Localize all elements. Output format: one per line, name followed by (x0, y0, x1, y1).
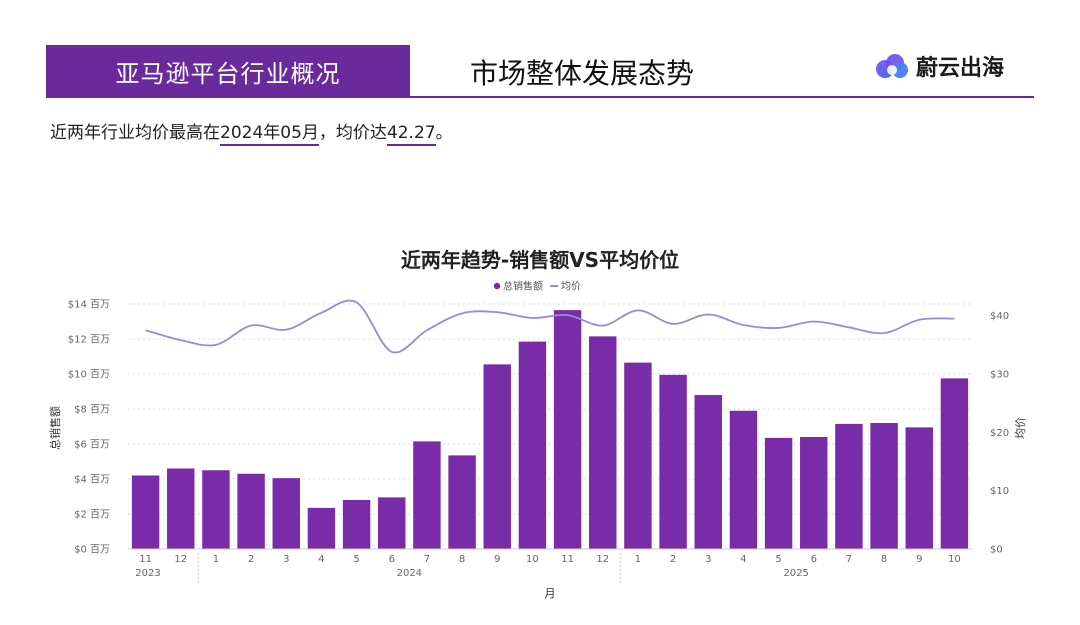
x-tick-label: 10 (948, 554, 961, 565)
x-tick-label: 12 (596, 554, 609, 565)
combo-chart: 总销售额 均价$0 百万$2 百万$4 百万$6 百万$8 百万$10 百万$12… (48, 280, 1027, 601)
x-tick-label: 2 (670, 554, 676, 565)
bar-sales (518, 341, 547, 549)
summary-prefix: 近两年行业均价最高在 (50, 123, 220, 143)
bar-sales (202, 470, 230, 549)
header-divider (46, 96, 1034, 98)
bar-sales (272, 478, 300, 549)
x-tick-label: 3 (705, 554, 711, 565)
bar-sales (940, 378, 969, 549)
summary-peak-value: 42.27 (386, 123, 436, 146)
cloud-logo-icon (876, 54, 908, 78)
bar-sales (131, 475, 160, 549)
x-tick-label: 2 (248, 554, 254, 565)
x-tick-label: 4 (740, 554, 746, 565)
bar-sales (905, 427, 933, 549)
x-tick-label: 9 (494, 554, 500, 565)
summary-mid: ，均价达 (318, 123, 387, 143)
y-right-tick-label: $20 (990, 428, 1009, 439)
x-tick-label: 9 (916, 554, 922, 565)
bar-sales (307, 507, 336, 549)
bar-sales (729, 410, 758, 549)
x-tick-label: 10 (526, 554, 539, 565)
x-tick-label: 1 (635, 554, 641, 565)
x-axis-title: 月 (545, 587, 556, 600)
x-year-label: 2025 (783, 568, 808, 579)
x-tick-label: 7 (424, 554, 430, 565)
y-right-tick-label: $10 (990, 486, 1009, 497)
bar-sales (800, 437, 828, 549)
chart-title: 近两年趋势-销售额VS平均价位 (400, 248, 680, 272)
legend-marker-sales (493, 282, 501, 290)
bar-sales (448, 455, 476, 549)
bar-sales (694, 395, 722, 549)
x-tick-label: 11 (139, 554, 152, 565)
section-title: 亚马逊平台行业概况 (46, 45, 410, 97)
page-title: 市场整体发展态势 (470, 57, 695, 90)
x-tick-label: 5 (775, 554, 781, 565)
y-left-axis-title: 总销售额 (48, 406, 62, 450)
y-left-tick-label: $4 百万 (74, 474, 110, 486)
bar-sales (870, 423, 898, 549)
line-avg-price (145, 299, 955, 354)
legend-label-price: 均价 (561, 281, 581, 293)
summary-text: 近两年行业均价最高在2024年05月，均价达42.27。 (50, 118, 453, 146)
y-right-tick-label: $0 (990, 545, 1003, 556)
y-left-tick-label: $0 百万 (74, 544, 110, 556)
y-left-tick-label: $14 百万 (68, 299, 110, 311)
y-right-axis-title: 均价 (1014, 417, 1027, 439)
y-left-tick-label: $8 百万 (74, 404, 110, 416)
legend-label-sales: 总销售额 (503, 280, 543, 293)
bar-sales (659, 374, 687, 549)
logo-text: 蔚云出海 (916, 56, 1005, 81)
x-tick-label: 4 (318, 554, 324, 565)
x-year-label: 2023 (135, 568, 160, 579)
bar-sales (342, 500, 371, 549)
bar-sales (764, 437, 793, 549)
summary-peak-month: 2024年05月 (220, 123, 319, 146)
x-tick-label: 6 (811, 554, 817, 565)
x-tick-label: 5 (353, 554, 359, 565)
x-year-label: 2024 (397, 568, 422, 579)
bar-sales (167, 468, 195, 549)
y-left-tick-label: $6 百万 (74, 439, 110, 451)
x-tick-label: 12 (174, 554, 187, 565)
logo: 蔚云出海 (874, 50, 1004, 82)
summary-suffix: 。 (435, 123, 453, 143)
x-tick-label: 3 (283, 554, 289, 565)
y-right-tick-label: $30 (990, 370, 1009, 381)
y-left-tick-label: $2 百万 (74, 509, 110, 521)
x-tick-label: 6 (389, 554, 395, 565)
y-right-tick-label: $40 (990, 311, 1009, 322)
x-tick-label: 1 (213, 554, 219, 565)
bar-sales (378, 497, 406, 549)
x-tick-label: 8 (881, 554, 887, 565)
x-tick-label: 11 (561, 554, 574, 565)
bar-sales (237, 473, 265, 549)
bar-sales (589, 336, 617, 549)
x-tick-label: 7 (846, 554, 852, 565)
bar-sales (483, 364, 511, 549)
y-left-tick-label: $10 百万 (68, 369, 110, 381)
bar-sales (553, 310, 582, 549)
y-left-tick-label: $12 百万 (68, 334, 110, 346)
bar-sales (413, 441, 441, 549)
bar-sales (835, 423, 863, 549)
bar-sales (624, 362, 652, 549)
x-tick-label: 8 (459, 554, 465, 565)
